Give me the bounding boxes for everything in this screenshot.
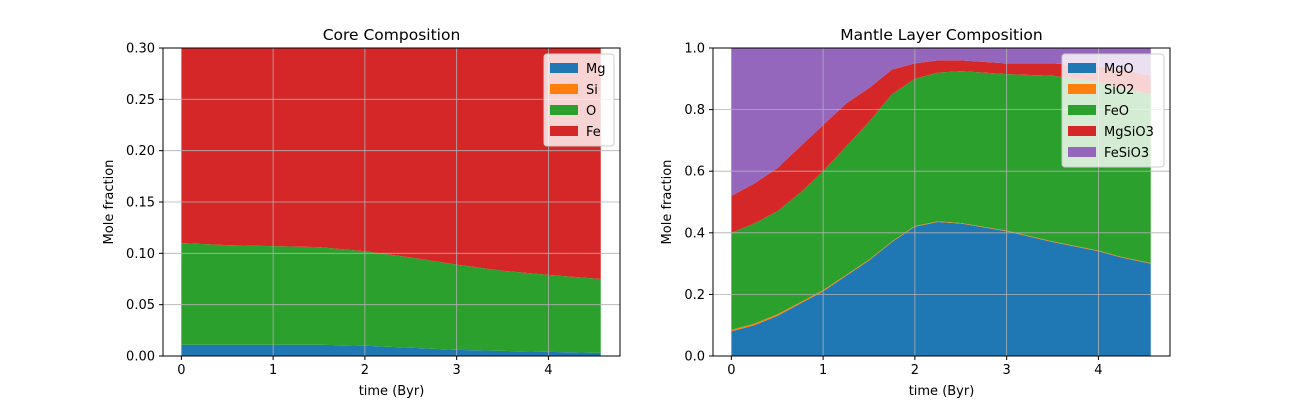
area-series-feo — [731, 71, 1151, 330]
legend-label-si: Si — [586, 83, 598, 98]
area-series-fesio3 — [731, 48, 1151, 196]
legend-box — [543, 53, 615, 147]
y-tick-label: 0.2 — [684, 288, 705, 303]
y-tick-label: 0.30 — [126, 42, 155, 57]
legend-swatch-mgo — [1068, 63, 1096, 73]
chart-panel-2: 0 1 2 3 4 0.0 0.2 0.4 0.6 0.8 1.0 Mantle Layer Comp… — [660, 26, 1171, 399]
y-tick-label: 1.0 — [684, 42, 705, 57]
legend-swatch-mgsio3 — [1068, 126, 1096, 136]
area-series-mg — [181, 344, 601, 356]
y-axis-label: Mole fraction — [660, 160, 675, 245]
legend-swatch-mg — [550, 63, 578, 73]
x-tick-label: 0 — [177, 363, 185, 378]
legend-label-mgsio3: MgSiO3 — [1104, 125, 1154, 140]
x-tick-label: 2 — [911, 363, 919, 378]
y-tick-label: 0.10 — [126, 247, 155, 262]
area-series-fe — [181, 48, 601, 279]
x-axis-label: time (Byr) — [359, 384, 425, 399]
x-tick-label: 3 — [453, 363, 461, 378]
area-series-o — [181, 243, 601, 353]
y-tick-label: 0.00 — [126, 350, 155, 365]
legend: Mg Si O Fe — [543, 53, 615, 147]
legend-label-mg: Mg — [586, 62, 605, 77]
x-tick-label: 1 — [819, 363, 827, 378]
y-tick-label: 0.25 — [126, 93, 155, 108]
chart-title: Core Composition — [323, 26, 461, 44]
legend-label-fe: Fe — [586, 125, 601, 140]
y-axis-label: Mole fraction — [102, 160, 117, 245]
legend-label-feo: FeO — [1104, 104, 1129, 119]
legend-swatch-o — [550, 105, 578, 115]
chart-panel-1: 0 1 2 3 4 0.00 0.05 0.10 0.15 0.20 0.25 0.30 Core Co… — [102, 26, 621, 399]
legend-swatch-fe — [550, 126, 578, 136]
y-tick-label: 0.6 — [684, 165, 705, 180]
legend-swatch-si — [550, 84, 578, 94]
x-tick-label: 0 — [727, 363, 735, 378]
y-tick-label: 0.0 — [684, 350, 705, 365]
plot-frame — [712, 47, 1171, 357]
y-tick-label: 0.20 — [126, 144, 155, 159]
x-tick-label: 4 — [1094, 363, 1102, 378]
legend-label-sio2: SiO2 — [1104, 83, 1134, 98]
y-tick-label: 0.8 — [684, 103, 705, 118]
y-tick-label: 0.4 — [684, 226, 705, 241]
y-tick-label: 0.15 — [126, 196, 155, 211]
chart-title: Mantle Layer Composition — [840, 26, 1042, 44]
y-tick-label: 0.05 — [126, 298, 155, 313]
area-series-mgo — [731, 222, 1151, 356]
x-tick-label: 1 — [269, 363, 277, 378]
legend-swatch-fesio3 — [1068, 147, 1096, 157]
legend-label-mgo: MgO — [1104, 62, 1134, 77]
legend: MgO SiO2 FeO MgSiO3 FeSiO3 — [1061, 53, 1165, 168]
legend-swatch-feo — [1068, 105, 1096, 115]
legend-box — [1061, 53, 1165, 168]
x-tick-label: 4 — [544, 363, 552, 378]
x-tick-label: 2 — [361, 363, 369, 378]
x-tick-label: 3 — [1003, 363, 1011, 378]
x-axis-label: time (Byr) — [909, 384, 975, 399]
legend-swatch-sio2 — [1068, 84, 1096, 94]
legend-label-o: O — [586, 104, 596, 119]
legend-label-fesio3: FeSiO3 — [1104, 146, 1149, 161]
